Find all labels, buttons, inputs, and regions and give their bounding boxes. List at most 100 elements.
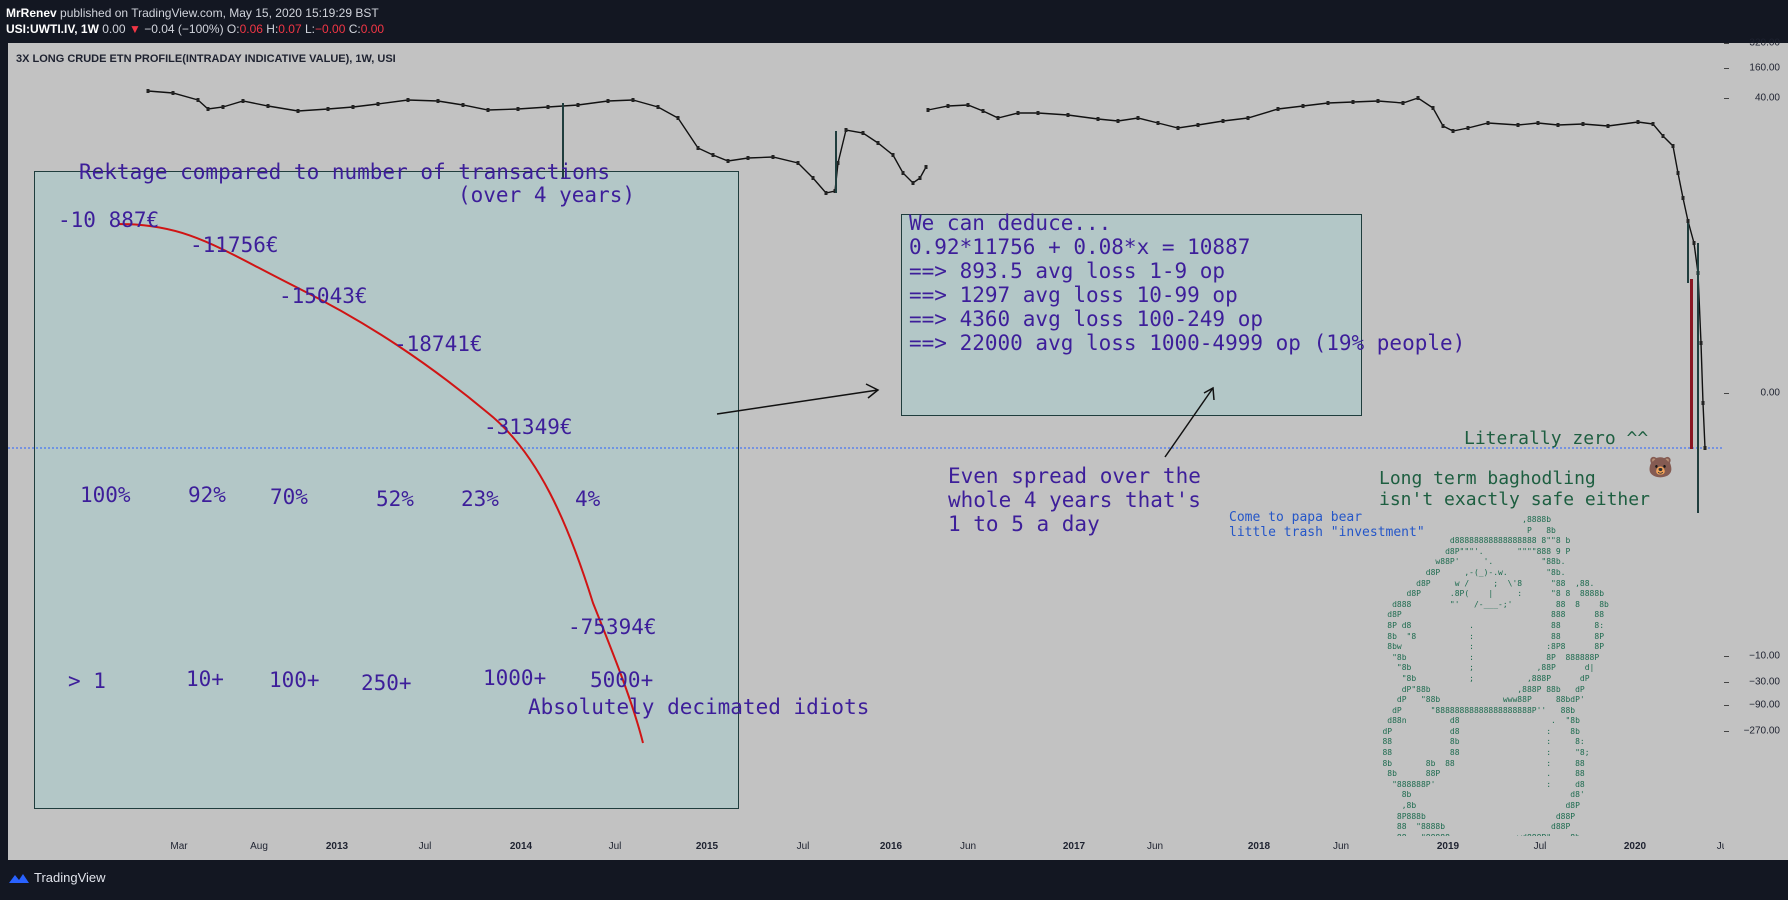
- price-axis-tick: [1724, 68, 1729, 69]
- price-axis-tick: [1724, 731, 1729, 732]
- chart-title: 3X LONG CRUDE ETN PROFILE(INTRADAY INDIC…: [16, 53, 396, 65]
- open-label: O:: [226, 22, 240, 36]
- price-candle: [1176, 126, 1180, 130]
- time-axis-label: Ju: [1716, 841, 1728, 852]
- price-candle: [1401, 101, 1405, 105]
- time-axis-label: 2019: [1436, 841, 1460, 852]
- publish-info: MrRenev published on TradingView.com, Ma…: [6, 6, 379, 20]
- down-arrow-icon: ▼: [128, 22, 141, 36]
- price-candle: [1671, 144, 1675, 148]
- price-candle: [824, 191, 828, 195]
- price-candle: [796, 161, 800, 165]
- price-candle: [1451, 129, 1455, 133]
- spread-note: whole 4 years that's: [948, 488, 1201, 512]
- price-candle: [1301, 104, 1305, 108]
- symbol-name[interactable]: USI:UWTI.IV, 1W: [6, 22, 99, 36]
- time-axis-label: 2016: [879, 841, 903, 852]
- price-axis[interactable]: 320.00 160.00 40.00 0.00 −10.00 −30.00 −90.00 −…: [1724, 38, 1788, 836]
- deduce-line: ==> 22000 avg loss 1000-4999 op (19% peo…: [909, 331, 1466, 355]
- price-candle: [1326, 101, 1330, 105]
- high-value: 0.07: [278, 22, 302, 36]
- price-candle: [1606, 124, 1610, 128]
- bucket-label: 10+: [186, 667, 224, 691]
- crash-candle: [1690, 279, 1693, 449]
- deduction-box: [901, 214, 1362, 416]
- price-candle: [171, 91, 175, 95]
- percent-label: 4%: [575, 487, 601, 511]
- price-candle: [844, 128, 848, 132]
- loss-label: -75394€: [568, 615, 657, 639]
- bucket-label: 100+: [269, 668, 320, 692]
- papa-note: Come to papa bear: [1229, 510, 1363, 525]
- tradingview-logo[interactable]: TradingView: [8, 870, 106, 885]
- time-axis-label: Mar: [170, 841, 188, 852]
- time-axis-label: Jun: [959, 841, 977, 852]
- low-label: L:: [305, 22, 316, 36]
- time-axis-label: Jul: [608, 841, 622, 852]
- loss-label: -10 887€: [58, 208, 160, 232]
- price-axis-tick: [1724, 43, 1729, 44]
- price-candle: [406, 98, 410, 102]
- arrow-spread: [1164, 387, 1214, 458]
- time-axis[interactable]: Mar Aug 2013 Jul 2014 Jul 2015 Jul 2016 Jun 2017 Ju…: [8, 836, 1727, 860]
- price-axis-tick: [1724, 393, 1729, 394]
- rektage-subheading: (over 4 years): [458, 183, 636, 207]
- price-axis-label: −270.00: [1743, 725, 1780, 737]
- spread-note: Even spread over the: [948, 464, 1201, 488]
- price-candle: [146, 89, 150, 93]
- price-candle: [1486, 121, 1490, 125]
- price-candle: [196, 98, 200, 102]
- axis-corner: [1724, 836, 1788, 860]
- price-candle: [1351, 100, 1355, 104]
- time-axis-label: 2018: [1247, 841, 1271, 852]
- price-candle: [376, 102, 380, 106]
- time-axis-label: Jun: [1332, 841, 1350, 852]
- price-candle: [436, 99, 440, 103]
- time-axis-label: 2013: [325, 841, 349, 852]
- price-candle: [1416, 96, 1420, 100]
- percent-label: 23%: [461, 487, 499, 511]
- loss-curve: [117, 223, 644, 744]
- price-candle: [1136, 116, 1140, 120]
- price-candle: [771, 155, 775, 159]
- price-candle: [1516, 123, 1520, 127]
- last-price: 0.00: [102, 22, 126, 36]
- price-candle: [631, 98, 635, 102]
- price-candle: [1196, 123, 1200, 127]
- chart-plot-area[interactable]: 3X LONG CRUDE ETN PROFILE(INTRADAY INDIC…: [8, 43, 1724, 836]
- symbol-legend: USI:UWTI.IV, 1W 0.00 ▼ −0.04 (−100%) O:0…: [6, 22, 384, 36]
- open-value: 0.06: [239, 22, 263, 36]
- price-candle: [1699, 341, 1703, 345]
- bucket-label: 5000+: [590, 668, 654, 692]
- price-candle: [1376, 99, 1380, 103]
- rektage-heading: Rektage compared to number of transactio…: [79, 160, 611, 184]
- price-axis-label: 160.00: [1749, 62, 1780, 74]
- close-value: 0.00: [360, 22, 385, 36]
- time-axis-label: Jul: [796, 841, 810, 852]
- time-axis-label: 2014: [509, 841, 533, 852]
- price-candle: [1441, 124, 1445, 128]
- price-axis-label: −30.00: [1749, 676, 1780, 688]
- time-axis-label: Jul: [418, 841, 432, 852]
- price-candle: [1556, 123, 1560, 127]
- deduce-line: 0.92*11756 + 0.08*x = 10887: [909, 235, 1251, 259]
- time-axis-label: 2020: [1623, 841, 1647, 852]
- price-candle: [996, 116, 1000, 120]
- price-axis-tick: [1724, 705, 1729, 706]
- price-candle: [266, 104, 270, 108]
- price-candle: [1036, 111, 1040, 115]
- price-axis-label: 320.00: [1749, 37, 1780, 49]
- percent-label: 100%: [80, 483, 131, 507]
- percent-label: 52%: [376, 487, 414, 511]
- arrow-head-1: [865, 383, 880, 399]
- close-label: C:: [348, 22, 361, 36]
- zero-note: Literally zero ^^: [1464, 428, 1649, 449]
- decimated-note: Absolutely decimated idiots: [528, 695, 870, 719]
- price-candle: [1686, 219, 1690, 223]
- price-line-segment: [147, 90, 927, 194]
- price-candle: [206, 107, 210, 111]
- price-candle: [966, 103, 970, 107]
- footer-bar: TradingView: [0, 860, 1788, 900]
- price-candle: [746, 156, 750, 160]
- author-name[interactable]: MrRenev: [6, 6, 57, 20]
